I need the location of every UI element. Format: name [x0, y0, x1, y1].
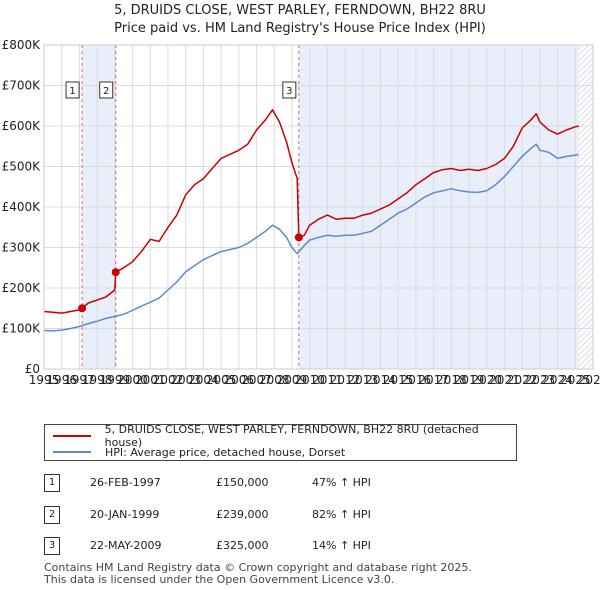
x-tick-label-2022: 2022 [507, 373, 538, 387]
sale-label-3: 3 [286, 86, 292, 97]
sale-label-box-1 [65, 81, 80, 99]
y-tick-label-2: £200K [2, 281, 42, 295]
sale-point-3 [294, 233, 303, 242]
legend-swatch-property [53, 435, 91, 437]
x-tick-label-2007: 2007 [241, 373, 272, 387]
transaction-date: 26-FEB-1997 [90, 476, 161, 489]
x-tick-label-2018: 2018 [436, 373, 467, 387]
legend-label-hpi: HPI: Average price, detached house, Dors… [105, 445, 346, 459]
x-tick-label-2000: 2000 [117, 373, 148, 387]
x-tick-label-2023: 2023 [525, 373, 556, 387]
transaction-hpi: 82% ↑ HPI [312, 508, 371, 521]
x-tick-label-1999: 1999 [100, 373, 131, 387]
x-tick-label-2009: 2009 [277, 373, 308, 387]
y-tick-label-3: £300K [2, 241, 42, 255]
transaction-price: £239,000 [216, 508, 269, 521]
sale-label-1: 1 [69, 86, 75, 97]
x-tick-label-2016: 2016 [401, 373, 432, 387]
transaction-badge: 1 [44, 474, 60, 492]
x-tick-label-2008: 2008 [259, 373, 290, 387]
chart-subtitle: Price paid vs. HM Land Registry's House … [114, 21, 486, 36]
x-tick-label-2006: 2006 [224, 373, 255, 387]
transaction-date: 22-MAY-2009 [90, 539, 162, 552]
price-chart: 1 2 3 £0 £100K £200K £300K £400K £500K £600K £700K… [2, 38, 600, 387]
transaction-price: £150,000 [216, 476, 269, 489]
x-tick-label-1996: 1996 [46, 373, 77, 387]
x-tick-label-2003: 2003 [170, 373, 201, 387]
legend-label-property: 5, DRUIDS CLOSE, WEST PARLEY, FERNDOWN, … [104, 423, 479, 449]
chart-title: 5, DRUIDS CLOSE, WEST PARLEY, FERNDOWN, … [114, 3, 486, 18]
x-tick-label-2001: 2001 [135, 373, 166, 387]
y-tick-label-4: £400K [2, 200, 42, 214]
y-tick-label-8: £800K [2, 38, 42, 52]
x-tick-label-2014: 2014 [365, 373, 396, 387]
x-tick-label-1998: 1998 [82, 373, 113, 387]
sale-point-1 [78, 304, 87, 313]
y-tick-label-0: £0 [25, 362, 40, 376]
hpi-series-line [43, 143, 579, 332]
x-tick-label-2013: 2013 [348, 373, 379, 387]
x-tick-label-2005: 2005 [206, 373, 237, 387]
legend: 5, DRUIDS CLOSE, WEST PARLEY, FERNDOWN, … [44, 423, 517, 461]
x-tick-label-2026: 2026 [578, 373, 600, 387]
x-tick-label-2010: 2010 [294, 373, 325, 387]
transaction-badge: 2 [44, 506, 60, 524]
footer-licence: This data is licensed under the Open Gov… [44, 573, 395, 586]
legend-item-property: 5, DRUIDS CLOSE, WEST PARLEY, FERNDOWN, … [53, 423, 516, 449]
x-tick-label-2020: 2020 [471, 373, 502, 387]
x-tick-label-1995: 1995 [29, 373, 60, 387]
transaction-price: £325,000 [216, 539, 269, 552]
y-tick-label-1: £100K [2, 322, 42, 336]
sale-point-2 [111, 268, 120, 277]
sale-label-2: 2 [103, 86, 109, 97]
x-tick-label-1997: 1997 [64, 373, 95, 387]
y-tick-label-7: £700K [2, 79, 42, 93]
legend-swatch-hpi [53, 451, 91, 453]
x-tick-label-2024: 2024 [542, 373, 573, 387]
plot-border [43, 44, 594, 370]
x-tick-label-2015: 2015 [383, 373, 414, 387]
footer-copyright: Contains HM Land Registry data © Crown c… [44, 561, 472, 574]
x-tick-label-2017: 2017 [418, 373, 449, 387]
y-tick-label-5: £500K [2, 160, 42, 174]
transaction-date: 20-JAN-1999 [90, 508, 160, 521]
x-tick-label-2004: 2004 [188, 373, 219, 387]
transaction-badge: 3 [44, 537, 60, 555]
x-tick-label-2025: 2025 [560, 373, 591, 387]
sale-label-box-2 [99, 81, 114, 99]
y-tick-label-6: £600K [2, 119, 42, 133]
transaction-hpi: 14% ↑ HPI [312, 539, 371, 552]
x-tick-label-2019: 2019 [454, 373, 485, 387]
x-tick-label-2021: 2021 [489, 373, 520, 387]
legend-item-hpi: HPI: Average price, detached house, Dors… [53, 444, 345, 460]
x-tick-label-2011: 2011 [312, 373, 343, 387]
x-tick-label-2002: 2002 [153, 373, 184, 387]
transaction-hpi: 47% ↑ HPI [312, 476, 371, 489]
sale-label-box-3 [282, 81, 297, 99]
x-tick-label-2012: 2012 [330, 373, 361, 387]
